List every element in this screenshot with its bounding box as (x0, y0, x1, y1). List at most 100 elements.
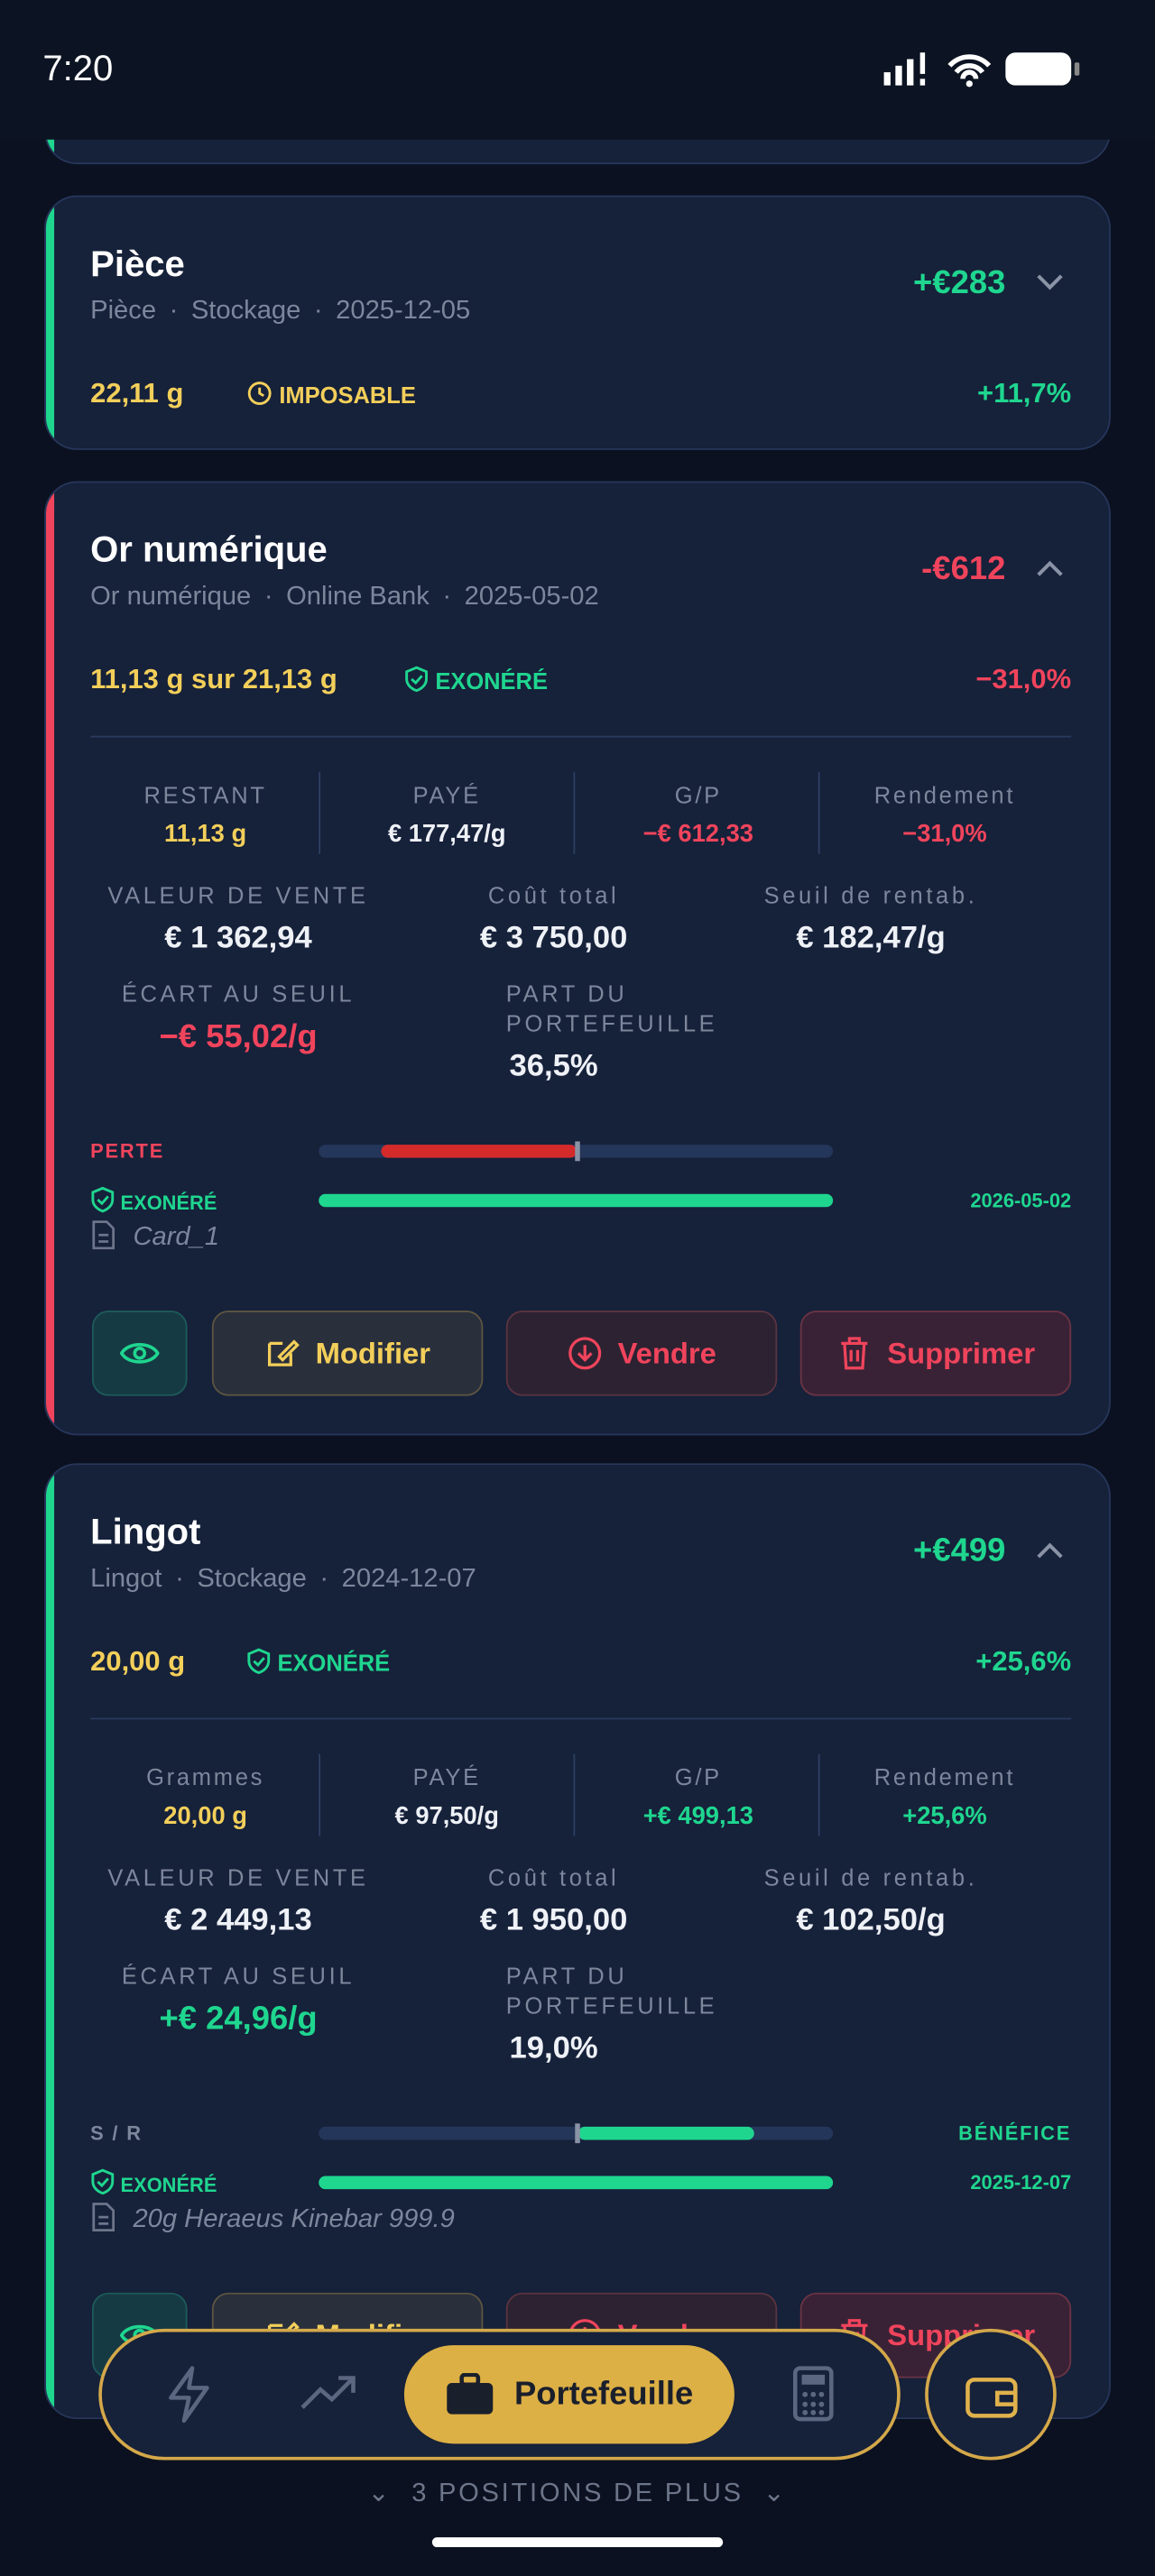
stat-label: G/P (674, 1763, 722, 1790)
card-weight: 20,00 g (90, 1645, 186, 1678)
bar-marker (575, 1141, 580, 1162)
more-positions[interactable]: ⌄ 3 POSITIONS DE PLUS ⌄ (367, 2479, 788, 2508)
detail-value: 19,0% (509, 2031, 598, 2066)
action-button[interactable]: Supprimer (799, 1310, 1072, 1396)
stat-value: € 177,47/g (387, 820, 506, 849)
bar-fill (578, 2126, 754, 2140)
stat-value: −€ 612,33 (642, 820, 753, 849)
detail-value: € 102,50/g (796, 1903, 946, 1938)
card-edge (45, 483, 55, 1434)
tax-row-label: EXONÉRÉ (120, 2173, 217, 2197)
view-button[interactable] (91, 1310, 188, 1396)
meta-item: 2024-12-07 (341, 1565, 476, 1594)
card-weight: 11,13 g sur 21,13 g (90, 663, 337, 695)
meta-item: Or numérique (90, 583, 252, 612)
meta-item: Stockage (190, 297, 301, 326)
nav-icon-briefcase (447, 2373, 494, 2415)
stat-separator (319, 1753, 321, 1836)
divider (90, 735, 1072, 738)
nav-active-label: Portefeuille (513, 2375, 694, 2412)
status-icons (883, 52, 1080, 87)
action-label: Modifier (315, 1336, 431, 1369)
nav-active[interactable]: Portefeuille (403, 2345, 735, 2444)
shield-icon (247, 1648, 271, 1675)
stat-label: Rendement (873, 1763, 1016, 1790)
card-edge (45, 1465, 55, 2418)
detail-label: Seuil de rentab. (763, 1863, 978, 1891)
stat-value: 11,13 g (164, 820, 247, 849)
card-pct: +11,7% (977, 377, 1072, 409)
note-icon (92, 2203, 116, 2232)
position-card[interactable]: Lingot Lingot · Stockage · 2024-12-07 +€499 20,… (44, 1463, 1111, 2420)
position-card[interactable]: Or numérique Or numérique · Online Bank · 202… (44, 481, 1111, 1436)
stat-separator (573, 1753, 576, 1836)
tax-label: EXONÉRÉ (435, 667, 548, 695)
tax-label: IMPOSABLE (279, 382, 416, 409)
tax-status: EXONÉRÉ (404, 666, 548, 694)
stat-value: 20,00 g (163, 1802, 247, 1831)
nav-icon-calc[interactable] (792, 2365, 835, 2424)
card-title: Pièce (90, 243, 185, 284)
stat-label: G/P (674, 781, 722, 808)
action-button[interactable]: Vendre (505, 1310, 778, 1396)
action-label: Supprimer (887, 1336, 1036, 1369)
action-icon (267, 1339, 300, 1366)
more-label: 3 POSITIONS DE PLUS (411, 2479, 744, 2508)
chevron[interactable] (1033, 557, 1066, 579)
chevron[interactable] (1033, 271, 1066, 293)
card-meta: Pièce · Stockage · 2025-12-05 (90, 297, 471, 326)
tax-row-label: EXONÉRÉ (120, 1191, 217, 1215)
card-pl: -€612 (921, 550, 1006, 587)
shield-icon (91, 2168, 115, 2195)
meta-item: Lingot (90, 1565, 162, 1594)
bar-fill (381, 1145, 578, 1158)
card-pl: +€283 (913, 265, 1006, 302)
card-edge (45, 197, 55, 449)
detail-label: VALEUR DE VENTE (107, 881, 369, 908)
position-card[interactable]: Pièce Pièce · Stockage · 2025-12-05 +€283 22,11… (44, 195, 1111, 450)
detail-value: € 3 750,00 (479, 921, 628, 956)
stat-separator (818, 771, 820, 854)
detail-value: +€ 24,96/g (159, 2001, 318, 2038)
stat-separator (818, 1753, 820, 1836)
action-label: Vendre (617, 1336, 716, 1369)
detail-value: € 182,47/g (796, 921, 946, 956)
tax-bar (319, 2176, 834, 2190)
shield-icon (405, 666, 428, 693)
tax-bar (319, 1193, 834, 1208)
stat-value: −31,0% (902, 820, 987, 849)
bar-marker (575, 2123, 580, 2144)
clock-icon (247, 382, 272, 406)
stat-value: € 97,50/g (394, 1802, 499, 1831)
divider (90, 1717, 1072, 1720)
tax-date: 2025-12-07 (970, 2171, 1072, 2194)
card-title: Or numérique (90, 529, 328, 570)
note-text: Card_1 (133, 1223, 220, 1252)
card-weight: 22,11 g (90, 377, 184, 409)
nav-icon-flash[interactable] (164, 2365, 214, 2424)
action-button[interactable]: Modifier (211, 1310, 484, 1396)
card-pct: −31,0% (975, 663, 1072, 695)
meta-item: Stockage (197, 1565, 307, 1594)
detail-label: Coût total (487, 1863, 620, 1891)
chevron[interactable] (1033, 1539, 1066, 1561)
stat-label: Rendement (873, 781, 1016, 808)
nav-icon-trend[interactable] (299, 2369, 358, 2418)
tax-status: IMPOSABLE (246, 381, 416, 409)
action-icon (841, 1337, 868, 1370)
shield-icon (91, 1186, 115, 1213)
eye-icon (119, 1342, 160, 1364)
wallet-button[interactable] (925, 2328, 1057, 2461)
stat-separator (319, 771, 321, 854)
card-meta: Lingot · Stockage · 2024-12-07 (90, 1565, 476, 1594)
detail-label: PART DU PORTEFEUILLE (505, 980, 718, 1036)
note: Card_1 (90, 1220, 219, 1253)
action-icon (568, 1337, 602, 1370)
card-title: Lingot (90, 1511, 201, 1552)
stat-label: PAYÉ (412, 781, 481, 808)
meta-item: Online Bank (286, 583, 430, 612)
stat-separator (573, 771, 576, 854)
